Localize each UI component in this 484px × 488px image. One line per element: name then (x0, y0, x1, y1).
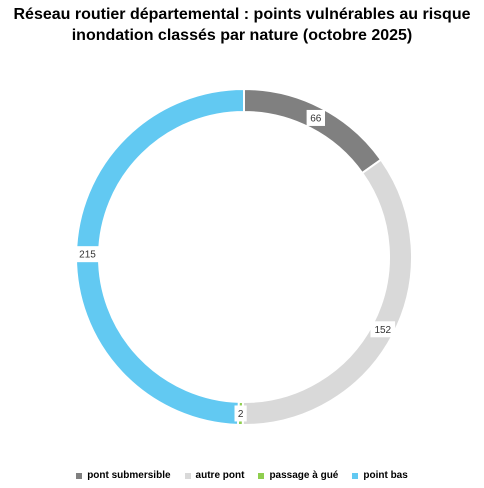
data-label-text: 215 (79, 250, 96, 261)
legend-swatch (76, 472, 83, 479)
legend-item-passage-a-gue: passage à gué (258, 470, 338, 481)
chart-title-line-2: inondation classés par nature (octobre 2… (71, 27, 413, 44)
legend-label: passage à gué (269, 470, 339, 481)
data-label-autre-pont: 152 (370, 321, 396, 338)
chart-title: Réseau routier départemental : points vu… (0, 4, 484, 46)
data-label-text: 152 (374, 325, 391, 336)
data-label-box (234, 405, 247, 422)
slice-autre-pont (241, 158, 413, 426)
chart-title-line-1: Réseau routier départemental : points vu… (13, 6, 471, 23)
data-label-box (306, 109, 326, 126)
data-label-point-bas: 215 (75, 246, 100, 263)
legend-swatch (352, 472, 359, 479)
slice-pont-submersible (243, 87, 383, 175)
chart-legend: pont submersible autre pont passage à gué p… (0, 470, 484, 481)
data-label-text: 66 (310, 113, 322, 124)
data-labels: 66 152 2 215 (75, 109, 396, 422)
data-label-box (75, 246, 100, 263)
legend-item-autre-pont: autre pont (184, 470, 245, 481)
slice-point-bas (75, 87, 245, 426)
data-label-passage-a-gue: 2 (234, 405, 247, 422)
data-label-pont-submersible: 66 (306, 109, 326, 126)
legend-item-pont-submersible: pont submersible (76, 470, 171, 481)
legend-label: point bas (363, 470, 408, 481)
data-label-text: 2 (238, 409, 244, 420)
donut-slices (75, 87, 413, 427)
legend-label: pont submersible (87, 470, 171, 481)
legend-swatch (184, 472, 191, 479)
data-label-box (370, 321, 396, 338)
legend-item-point-bas: point bas (352, 470, 408, 481)
legend-label: autre pont (195, 470, 245, 481)
legend-swatch (258, 472, 265, 479)
